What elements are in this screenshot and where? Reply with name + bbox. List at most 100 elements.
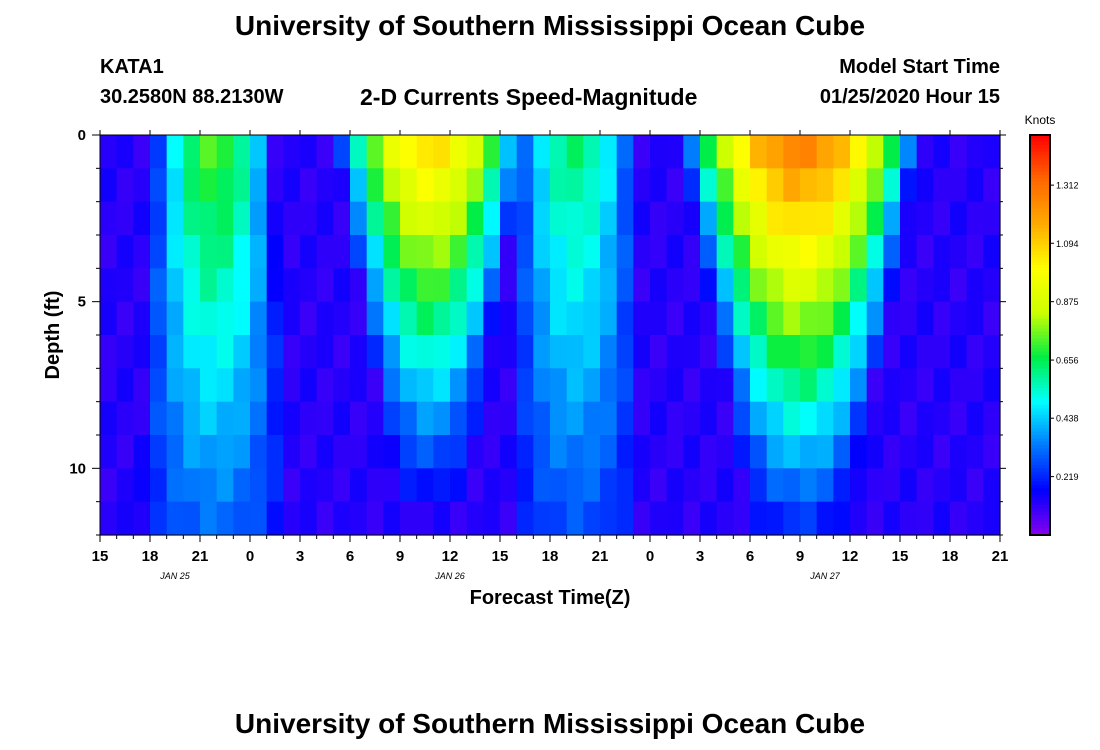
heatmap-cell [816,268,834,303]
heatmap-cell [216,301,234,336]
heatmap-cell [866,435,884,469]
heatmap-cell [450,235,468,269]
heatmap-cell [400,268,418,303]
colorbar-swatch [1030,471,1050,476]
heatmap-cell [600,201,618,236]
heatmap-cell [300,168,318,203]
heatmap-cell [566,401,584,436]
x-tick-label: 21 [992,548,1009,565]
colorbar-swatch [1030,455,1050,459]
heatmap-cell [400,135,418,169]
heatmap-cell [350,468,368,503]
heatmap-cell [816,201,834,236]
heatmap-cell [883,401,901,436]
colorbar-swatch [1030,475,1050,479]
date-label: JAN 27 [809,571,841,581]
heatmap-cell [933,468,951,503]
heatmap-cell [316,368,334,403]
colorbar-swatch [1030,418,1050,423]
heatmap-cell [700,401,718,436]
heatmap-cell [216,435,234,469]
x-tick-label: 3 [696,548,704,565]
heatmap-cell [766,168,784,203]
heatmap-cell [150,468,168,503]
heatmap-cell [600,468,618,503]
heatmap-cell [550,135,568,169]
heatmap-cell [883,235,901,269]
heatmap-cell [233,301,251,336]
heatmap-cell [883,168,901,203]
colorbar-swatch [1030,441,1050,446]
colorbar-swatch [1030,171,1050,176]
heatmap-cell [433,135,451,169]
heatmap-cell [900,201,918,236]
heatmap-cell [733,135,751,169]
colorbar-swatch [1030,191,1050,196]
heatmap-cell [650,201,668,236]
heatmap-cell [833,468,851,503]
heatmap-cell [266,468,284,503]
heatmap-cell [950,135,968,169]
heatmap-cell [500,135,518,169]
colorbar-swatch [1030,348,1050,353]
colorbar-swatch [1030,388,1050,393]
colorbar-swatch [1030,181,1050,186]
heatmap-cell [850,201,868,236]
colorbar-swatch [1030,251,1050,256]
heatmap-cell [566,301,584,336]
heatmap-cell [266,268,284,303]
heatmap-cell [583,435,601,469]
heatmap-cell [750,301,768,336]
heatmap-cell [300,268,318,303]
heatmap-cell [366,268,384,303]
heatmap-cell [100,501,118,536]
heatmap-cell [683,168,701,203]
heatmap-cell [250,335,268,369]
heatmap-cell [366,401,384,436]
colorbar-swatch [1030,291,1050,296]
x-tick-label: 15 [492,548,509,565]
heatmap-cell [783,235,801,269]
heatmap-cell [816,235,834,269]
heatmap-cell [150,268,168,303]
colorbar: 0.219 0.438 0.656 0.875 1.094 1.312 [1029,134,1079,536]
heatmap-cell [166,335,184,369]
colorbar-swatch [1030,168,1050,173]
heatmap-cell [500,435,518,469]
x-tick-label: 6 [746,548,754,565]
heatmap-cell [166,301,184,336]
heatmap-cell [500,468,518,503]
heatmap-cell [300,468,318,503]
heatmap-cell [950,268,968,303]
heatmap-cell [366,201,384,236]
heatmap-cell [300,235,318,269]
heatmap-cell [833,335,851,369]
heatmap-cell [633,201,651,236]
heatmap-cell [550,401,568,436]
heatmap-cell [883,201,901,236]
heatmap-cell [200,335,218,369]
heatmap-cell [650,435,668,469]
heatmap-cell [216,168,234,203]
heatmap-cell [166,501,184,536]
colorbar-swatch [1030,248,1050,253]
heatmap-cell [333,468,351,503]
heatmap-cell [500,501,518,536]
heatmap-cell [666,468,684,503]
heatmap-cell [733,301,751,336]
heatmap-cell [366,168,384,203]
heatmap-cell [166,401,184,436]
heatmap-cell [366,501,384,536]
heatmap-cell [750,235,768,269]
heatmap-cell [500,335,518,369]
footer-title: University of Southern Mississippi Ocean… [234,708,866,739]
heatmap-cell [616,235,634,269]
colorbar-swatch [1030,315,1050,319]
heatmap-cell [850,135,868,169]
heatmap-cell [700,268,718,303]
heatmap-cell [333,435,351,469]
heatmap-cell [466,468,484,503]
heatmap-cell [766,468,784,503]
heatmap-cell [916,401,934,436]
